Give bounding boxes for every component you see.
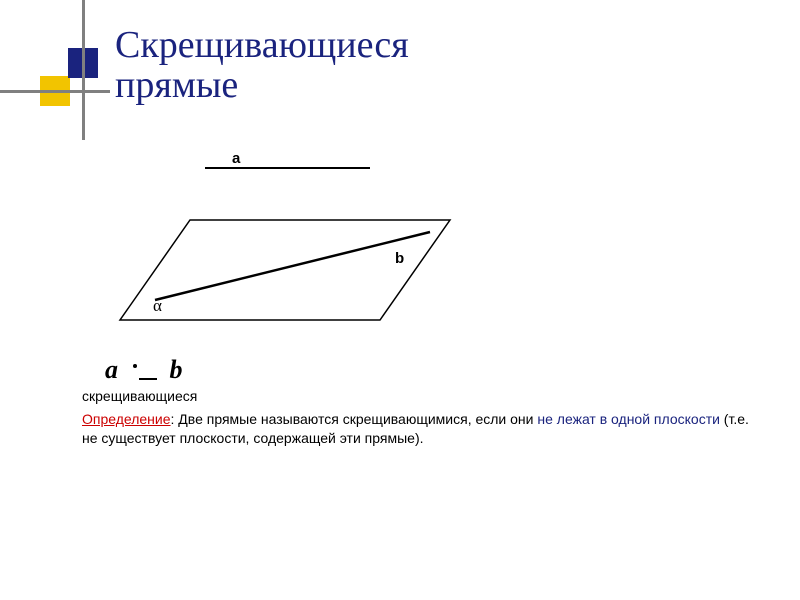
definition-text: Определение: Две прямые называются скрещ… (82, 410, 752, 448)
title-line2: прямые (115, 64, 238, 106)
slide-title: Скрещивающиеся прямые (115, 26, 409, 106)
label-a: а (232, 150, 240, 167)
definition-text1: : Две прямые называются скрещивающимися,… (171, 411, 538, 427)
title-line1: Скрещивающиеся (115, 24, 409, 66)
rel-dot (133, 364, 137, 368)
label-alpha: α (153, 296, 162, 316)
label-b: b (395, 250, 404, 267)
skew-word: скрещивающиеся (82, 388, 197, 404)
rel-b: b (170, 355, 183, 384)
rel-underline (139, 378, 157, 380)
deco-hline (0, 90, 110, 93)
deco-vline (82, 0, 85, 140)
rel-a: а (105, 355, 118, 384)
definition-inplane: не лежат в одной плоскости (537, 411, 720, 427)
skew-relation: а b (105, 355, 183, 385)
definition-term: Определение (82, 411, 171, 427)
alpha-char: α (153, 296, 162, 315)
